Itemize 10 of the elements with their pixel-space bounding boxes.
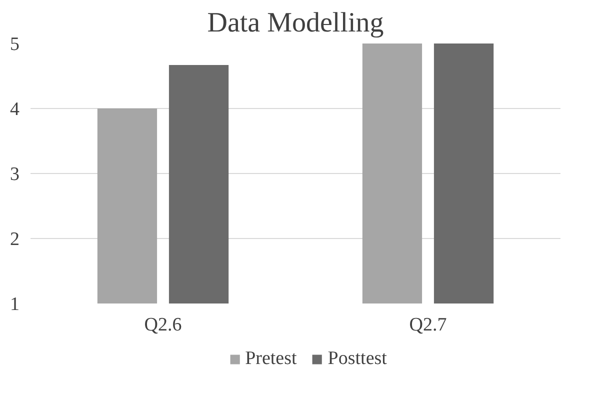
y-tick-label: 4 bbox=[10, 99, 20, 120]
x-tick-label: Q2.7 bbox=[409, 314, 447, 336]
legend-label: Posttest bbox=[328, 348, 387, 370]
y-tick-label: 3 bbox=[10, 164, 20, 185]
y-tick-label: 5 bbox=[10, 34, 20, 55]
y-tick-label: 2 bbox=[10, 229, 20, 250]
chart-title: Data Modelling bbox=[207, 8, 384, 38]
legend-label: Pretest bbox=[245, 348, 297, 370]
y-tick-label: 1 bbox=[10, 294, 20, 315]
x-tick-label: Q2.6 bbox=[144, 314, 182, 336]
